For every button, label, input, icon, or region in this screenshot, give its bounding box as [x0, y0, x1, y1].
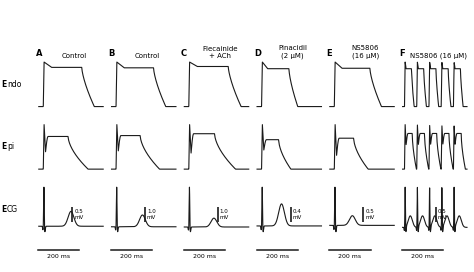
Text: 200 ms: 200 ms: [47, 254, 71, 258]
Text: pi: pi: [7, 142, 14, 152]
Text: 200 ms: 200 ms: [193, 254, 216, 258]
Text: Control: Control: [135, 53, 160, 59]
Text: 200 ms: 200 ms: [338, 254, 362, 258]
Text: D: D: [254, 50, 261, 58]
Text: 1.0
mV: 1.0 mV: [219, 209, 229, 220]
Text: C: C: [181, 50, 187, 58]
Text: Pinacidil
(2 μM): Pinacidil (2 μM): [278, 45, 307, 59]
Text: 0.5
mV: 0.5 mV: [365, 209, 374, 220]
Text: 0.5
mV: 0.5 mV: [74, 209, 83, 220]
Text: E: E: [1, 142, 6, 152]
Text: 0.5
mV: 0.5 mV: [438, 209, 447, 220]
Text: 200 ms: 200 ms: [265, 254, 289, 258]
Text: F: F: [399, 50, 405, 58]
Text: B: B: [108, 50, 115, 58]
Text: E: E: [1, 80, 6, 89]
Text: ndo: ndo: [7, 80, 21, 89]
Text: NS5806 (16 μM): NS5806 (16 μM): [410, 52, 467, 59]
Text: E: E: [327, 50, 332, 58]
Text: CG: CG: [7, 205, 18, 214]
Text: 1.0
mV: 1.0 mV: [147, 209, 156, 220]
Text: E: E: [1, 205, 6, 214]
Text: Flecainide
+ ACh: Flecainide + ACh: [202, 45, 238, 59]
Text: NS5806
(16 μM): NS5806 (16 μM): [352, 45, 379, 59]
Text: A: A: [36, 50, 42, 58]
Text: 0.4
mV: 0.4 mV: [292, 209, 301, 220]
Text: 200 ms: 200 ms: [411, 254, 434, 258]
Text: Control: Control: [62, 53, 87, 59]
Text: 200 ms: 200 ms: [120, 254, 143, 258]
